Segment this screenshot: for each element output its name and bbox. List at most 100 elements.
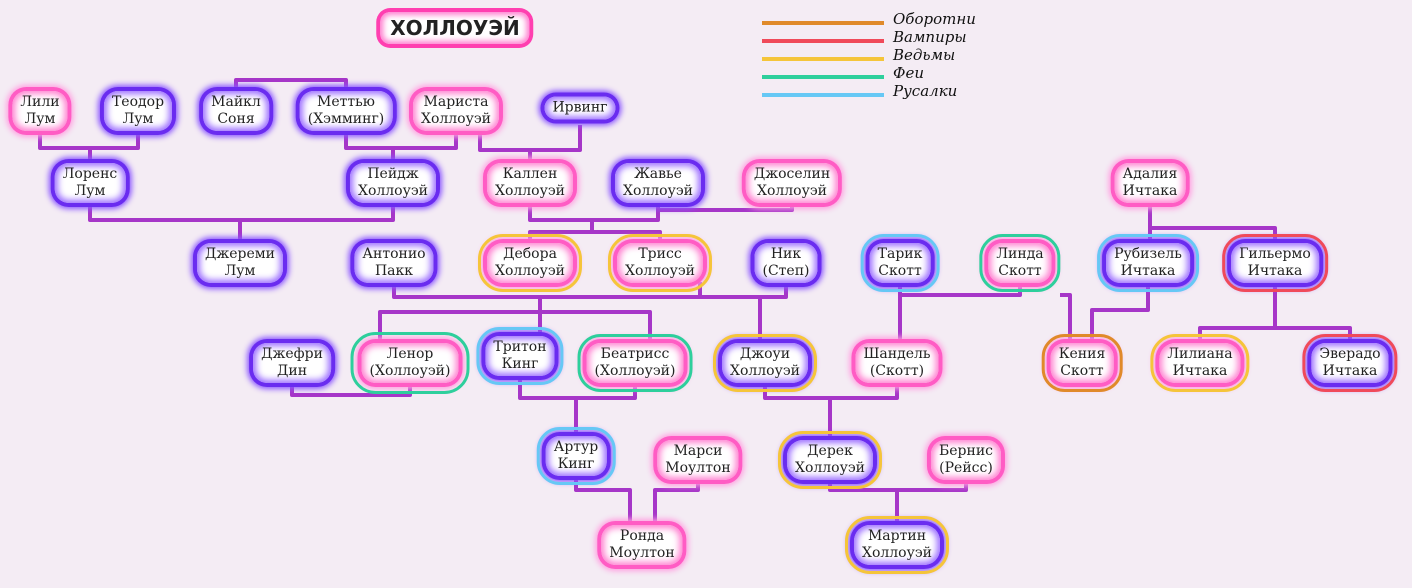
person-name-line: Холлоуэй [794, 460, 866, 476]
person-name-line: Холлоуэй [494, 263, 566, 279]
connector [1090, 282, 1150, 345]
person-name-line: Холлоуэй [357, 183, 429, 199]
person-node[interactable]: Эверадо Ичтака [1302, 334, 1398, 392]
person-name-line: Ичтака [1322, 363, 1378, 379]
person-node[interactable]: Кения Скотт [1041, 334, 1123, 392]
person-name-line: Моултон [609, 545, 675, 561]
person-node[interactable]: Тритон Кинг [476, 327, 564, 385]
person-node[interactable]: Линда Скотт [979, 234, 1061, 292]
person-name-line: Дин [276, 363, 308, 379]
person-node[interactable]: Адалия Ичтака [1114, 163, 1186, 203]
person-node[interactable]: Лили Лум [12, 91, 68, 131]
person-name-line: Ичтака [1122, 183, 1178, 199]
connector [88, 200, 395, 245]
person-name-line: (Хэмминг) [307, 111, 385, 127]
person-name-line: Холлоуэй [494, 183, 566, 199]
person-name-line: Скотт [1060, 363, 1104, 379]
person-node[interactable]: Ронда Моултон [601, 525, 683, 565]
person-name-line: Холлоуэй [729, 363, 801, 379]
person-node[interactable]: Антонио Пакк [354, 243, 434, 283]
person-name-line: Ник [770, 246, 802, 262]
person-name-line: Тарик [877, 246, 923, 262]
person-name-line: Кения [1058, 346, 1106, 362]
person-node[interactable]: Бернис (Рейсс) [930, 440, 1002, 480]
person-name-line: Трисс [638, 246, 682, 262]
person-node[interactable]: Трисс Холлоуэй [607, 234, 713, 292]
person-name-line: Кинг [557, 456, 595, 472]
person-node[interactable]: Дерек Холлоуэй [777, 431, 883, 489]
person-name-line: Лум [74, 183, 106, 199]
person-name-line: Дебора [503, 246, 557, 262]
person-name-line: Дерек [807, 443, 853, 459]
person-name-line: (Степ) [762, 263, 810, 279]
person-name-line: Ичтака [1120, 263, 1176, 279]
person-name-line: (Рейсс) [939, 460, 993, 476]
person-node[interactable]: Джефри Дин [253, 343, 331, 383]
person-node[interactable]: Ирвинг [544, 96, 616, 120]
person-node[interactable]: Джереми Лум [196, 243, 284, 283]
person-name-line: Марси [673, 443, 723, 459]
person-name-line: Мариста [423, 94, 489, 110]
person-node[interactable]: Ленор (Холлоуэй) [350, 332, 470, 394]
person-node[interactable]: Шандель (Скотт) [855, 343, 939, 383]
person-name-line: Теодор [111, 94, 165, 110]
person-name-line: Ленор [386, 346, 434, 362]
person-name-line: Каллен [502, 166, 558, 182]
person-node[interactable]: Теодор Лум [103, 91, 173, 131]
person-node[interactable]: Джоселин Холлоуэй [745, 163, 839, 203]
person-name-line: Меттью [317, 94, 375, 110]
connector [700, 282, 788, 345]
person-node[interactable]: Лоренс Лум [54, 163, 126, 203]
person-name-line: Джереми [204, 246, 276, 262]
person-name-line: Беатрисс [600, 346, 670, 362]
connector [898, 282, 1072, 345]
person-name-line: Ронда [619, 528, 665, 544]
person-node[interactable]: Майкл Соня [203, 91, 269, 131]
person-node[interactable]: Лилиана Ичтака [1150, 334, 1250, 392]
person-name-line: (Холлоуэй) [594, 363, 676, 379]
person-node[interactable]: Мартин Холлоуэй [844, 516, 950, 574]
person-name-line: Холлоуэй [624, 263, 696, 279]
person-node[interactable]: Тарик Скотт [860, 234, 940, 292]
person-node[interactable]: Артур Кинг [536, 427, 616, 485]
person-node[interactable]: Ник (Степ) [754, 243, 818, 283]
page-title: ХОЛЛОУЭЙ [380, 12, 530, 44]
person-node[interactable]: Рубизель Ичтака [1097, 234, 1199, 292]
person-name-line: Артур [553, 439, 599, 455]
connector [234, 78, 348, 95]
person-name-line: Холлоуэй [420, 111, 492, 127]
person-name-line: Холлоуэй [756, 183, 828, 199]
person-node[interactable]: Пейдж Холлоуэй [349, 163, 437, 203]
person-node[interactable]: Мариста Холлоуэй [412, 91, 500, 131]
connector [378, 282, 702, 345]
person-node[interactable]: Гильермо Ичтака [1222, 234, 1328, 292]
person-node[interactable]: Марси Моултон [657, 440, 739, 480]
legend-label: Оборотни [893, 10, 976, 28]
connector [518, 375, 637, 437]
legend-label: Феи [893, 64, 924, 82]
person-node[interactable]: Жавье Холлоуэй [614, 163, 702, 203]
person-name-line: Лили [20, 94, 60, 110]
person-name-line: Джоуи [739, 346, 791, 362]
person-node[interactable]: Меттью (Хэмминг) [299, 91, 393, 131]
person-node[interactable]: Каллен Холлоуэй [486, 163, 574, 203]
connector [528, 200, 662, 245]
person-name-line: Ичтака [1172, 363, 1228, 379]
legend-line-werewolves [762, 21, 884, 25]
person-node[interactable]: Дебора Холлоуэй [477, 234, 583, 292]
person-name-line: Ичтака [1247, 263, 1303, 279]
connector [38, 130, 140, 165]
person-name-line: Ирвинг [552, 99, 608, 116]
person-node[interactable]: Джоуи Холлоуэй [712, 334, 818, 392]
person-name-line: Жавье [634, 166, 682, 182]
connector [478, 125, 582, 165]
person-name-line: Кинг [501, 356, 539, 372]
person-name-line: Адалия [1122, 166, 1178, 182]
connector [1198, 282, 1352, 345]
person-name-line: Джефри [261, 346, 323, 362]
person-name-line: Холлоуэй [622, 183, 694, 199]
person-node[interactable]: Беатрисс (Холлоуэй) [577, 334, 693, 392]
person-name-line: Гильермо [1239, 246, 1311, 262]
legend-label: Русалки [893, 82, 958, 100]
